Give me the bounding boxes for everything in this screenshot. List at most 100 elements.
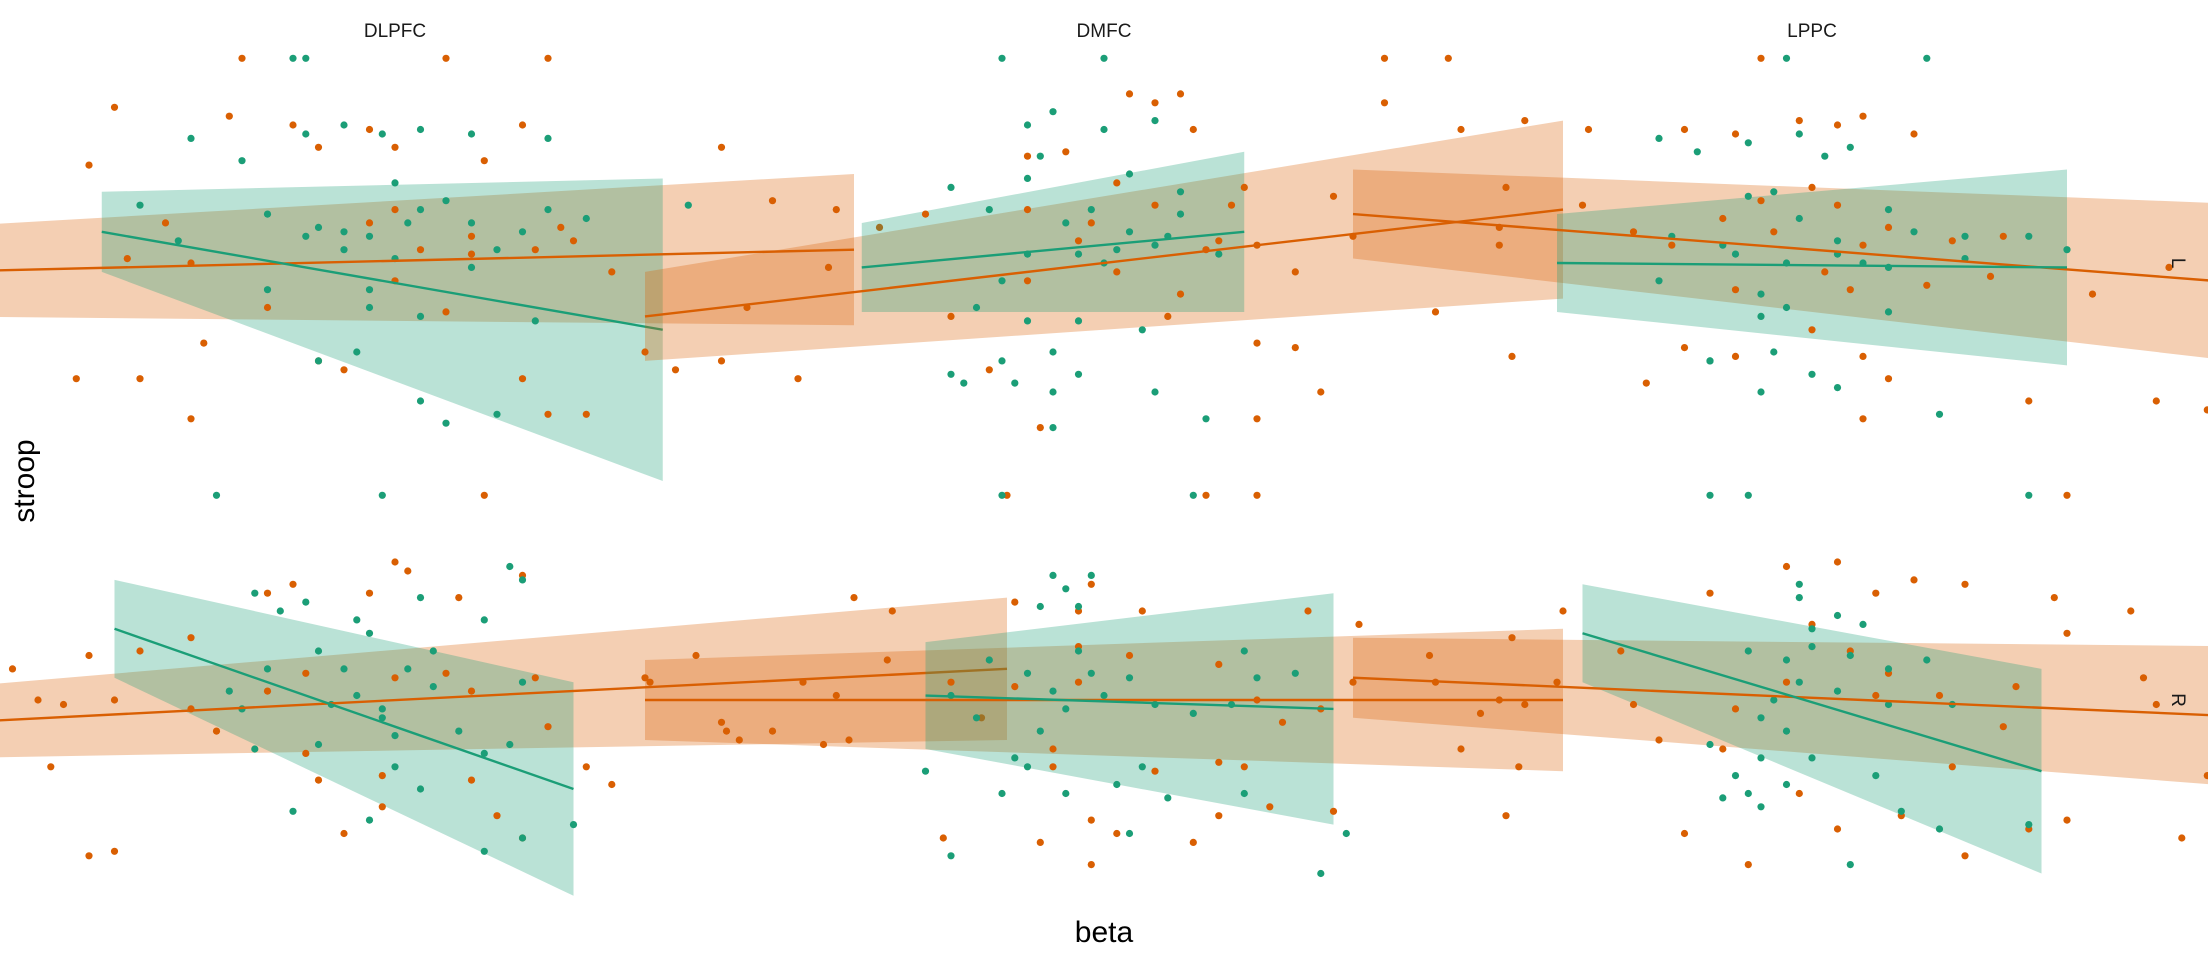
orange-point (1731, 705, 1740, 713)
orange-point (1795, 117, 1803, 125)
green-point (1833, 384, 1842, 392)
orange-point (340, 829, 348, 838)
orange-point (1215, 660, 1223, 669)
orange-point (1833, 558, 1842, 566)
green-point (2025, 232, 2033, 240)
orange-point (1584, 125, 1593, 134)
orange-point (1833, 201, 1842, 209)
orange-point (531, 246, 539, 254)
green-point (1757, 312, 1765, 320)
orange-point (1859, 415, 1867, 423)
orange-point (883, 656, 891, 664)
orange-point (1521, 117, 1529, 125)
strip-label-lppc: LPPC (1787, 21, 1837, 42)
green-point (340, 665, 348, 673)
orange-point (1859, 112, 1867, 120)
green-point (378, 130, 386, 138)
green-point (1100, 691, 1108, 700)
green-point (1846, 651, 1854, 660)
strip-label-dmfc: DMFC (1077, 21, 1132, 42)
green-point (1795, 580, 1803, 588)
orange-point (365, 219, 374, 227)
green-point (1240, 647, 1248, 655)
orange-point (1062, 148, 1070, 156)
orange-point (2203, 772, 2208, 780)
green-fit-line (101, 230, 663, 331)
orange-point (1151, 201, 1159, 209)
orange-point (1999, 723, 2007, 731)
green-point (1049, 571, 1057, 580)
orange-point (939, 834, 947, 842)
green-fit-line (925, 694, 1334, 711)
green-point (365, 232, 374, 240)
green-point (416, 785, 425, 793)
green-point (1782, 727, 1791, 735)
panels-layer (0, 54, 2208, 896)
green-point (531, 317, 539, 325)
green-point (1808, 754, 1816, 762)
orange-point (467, 687, 476, 695)
orange-point (467, 776, 476, 784)
green-point (1846, 861, 1854, 869)
green-point (187, 134, 195, 142)
orange-point (1476, 709, 1485, 718)
green-point (1872, 772, 1880, 780)
orange-point (768, 727, 777, 735)
orange-point (1125, 651, 1134, 660)
green-point (1189, 491, 1197, 499)
orange-point (1719, 214, 1727, 223)
x-axis-title: beta (1075, 916, 1134, 949)
green-point (1087, 571, 1095, 580)
orange-point (1642, 379, 1650, 387)
orange-point (1023, 277, 1032, 285)
green-point (998, 357, 1006, 365)
green-point (1782, 780, 1791, 789)
orange-point (1074, 237, 1083, 245)
orange-point (2063, 629, 2071, 637)
green-point (1342, 829, 1350, 838)
orange-fit-line (0, 667, 1008, 722)
orange-point (340, 366, 348, 374)
green-point (1011, 379, 1019, 387)
green-point (493, 410, 501, 418)
green-point (1291, 669, 1299, 677)
green-point (544, 206, 552, 214)
green-point (1074, 370, 1083, 378)
orange-point (1833, 825, 1842, 833)
orange-point (2178, 834, 2186, 842)
orange-point (200, 339, 208, 347)
orange-point (1910, 576, 1918, 584)
green-point (518, 834, 527, 842)
orange-point (1655, 736, 1663, 744)
orange-point (2063, 491, 2071, 499)
green-fit-line (1582, 632, 2042, 773)
orange-point (263, 589, 272, 597)
orange-point (1278, 718, 1287, 726)
orange-point (1329, 192, 1338, 200)
green-point (1782, 54, 1791, 62)
green-point (302, 598, 310, 606)
orange-point (1782, 562, 1791, 571)
orange-point (365, 589, 374, 597)
orange-point (1719, 745, 1727, 753)
orange-point (391, 558, 399, 566)
green-point (1782, 303, 1791, 312)
orange-point (2050, 594, 2058, 602)
green-point (1795, 130, 1803, 138)
orange-point (1087, 219, 1095, 227)
orange-point (1502, 812, 1510, 820)
panel-lppc-l (1349, 54, 2208, 423)
green-point (480, 616, 488, 624)
green-point (1215, 250, 1223, 258)
orange-point (1049, 745, 1057, 753)
orange-point (442, 308, 450, 316)
orange-point (1425, 651, 1434, 660)
orange-point (1036, 838, 1044, 847)
green-point (960, 379, 968, 387)
orange-point (1948, 763, 1956, 771)
orange-point (442, 669, 450, 677)
orange-point (59, 700, 68, 709)
green-point (1757, 290, 1765, 298)
green-point (1757, 714, 1765, 722)
